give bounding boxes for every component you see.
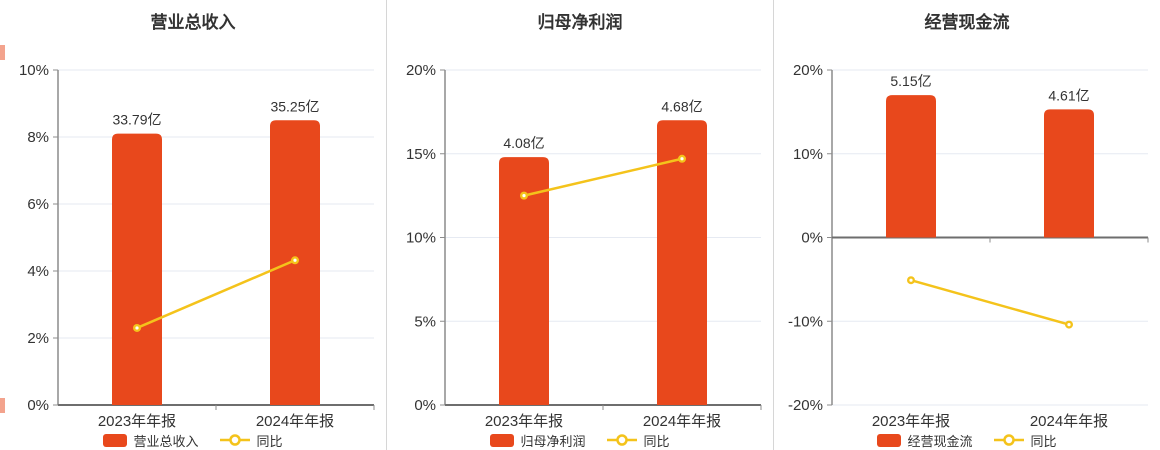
legend-item-line-series[interactable]: 同比	[219, 431, 283, 450]
chart-legend-net-profit: 归母净利润 同比	[387, 430, 773, 450]
y-axis-tick-label: 5%	[414, 313, 436, 330]
yoy-line-marker-core	[909, 278, 913, 282]
yoy-line-icon	[219, 433, 251, 447]
x-axis-category-label: 2024年年报	[643, 413, 721, 430]
bar-value-label: 4.08亿	[503, 135, 544, 151]
yoy-line-icon	[606, 433, 638, 447]
chart-title-operating-revenue: 营业总收入	[150, 13, 236, 32]
chart-legend-operating-cashflow: 经营现金流 同比	[774, 430, 1160, 450]
bar-2024年年报[interactable]	[657, 120, 707, 405]
y-axis-tick-label: 20%	[406, 62, 436, 79]
yoy-line[interactable]	[523, 157, 683, 197]
y-axis-tick-label: 0%	[414, 397, 436, 414]
bar-series-swatch	[103, 433, 128, 447]
x-axis-category-label: 2023年年报	[98, 413, 176, 430]
legend-bar-series-label: 营业总收入	[133, 433, 199, 449]
y-axis-tick-label: 2%	[27, 330, 49, 347]
yoy-line-marker-core	[680, 157, 684, 161]
y-axis-tick-label: 4%	[27, 263, 49, 280]
y-axis-tick-label: 10%	[793, 146, 823, 163]
bar-series-swatch	[490, 433, 515, 447]
bar-value-label: 35.25亿	[270, 98, 319, 114]
net-profit-chart-canvas: 0% 5% 10% 15% 20% 4.08亿 4.68亿 2023年年报 2024年年报	[406, 62, 762, 430]
bar-value-label: 4.61亿	[1048, 87, 1089, 103]
legend-item-bar-series[interactable]: 归母净利润	[490, 431, 586, 450]
chart-legend-operating-revenue: 营业总收入 同比	[0, 430, 386, 450]
legend-line-series-label: 同比	[256, 433, 283, 449]
yoy-line-marker-core	[522, 194, 526, 198]
x-axis-category-label: 2024年年报	[256, 413, 334, 430]
bar-value-label: 5.15亿	[890, 73, 931, 89]
yoy-line-marker-core	[293, 258, 297, 262]
chart-panel-operating-revenue: 营业总收入 0% 2% 4% 6% 8% 10% 33.79亿 35.25亿 2023年年报 20…	[0, 0, 386, 450]
bar-value-label: 33.79亿	[112, 112, 161, 128]
operating-cashflow-chart-canvas: -20% -10% 0% 10% 20% 5.15亿 4.61亿 2023年年报 2024年年报	[788, 62, 1149, 430]
yoy-line-marker-core	[135, 326, 139, 330]
yoy-line[interactable]	[910, 279, 1070, 326]
bar-2023年年报[interactable]	[499, 157, 549, 405]
bar-series-swatch	[877, 433, 902, 447]
y-axis-tick-label: 20%	[793, 62, 823, 79]
yoy-line[interactable]	[136, 259, 296, 330]
chart-panel-operating-cashflow: 经营现金流 -20% -10% 0% 10% 20% 5.15亿 4.61亿 2023年年报 2…	[774, 0, 1160, 450]
y-axis-tick-label: -20%	[788, 397, 823, 414]
left-edge-red-mark	[0, 398, 5, 413]
y-axis-tick-label: 6%	[27, 196, 49, 213]
y-axis-tick-label: 0%	[801, 230, 823, 247]
x-axis-category-label: 2023年年报	[485, 413, 563, 430]
y-axis-tick-label: 0%	[27, 397, 49, 414]
y-axis-tick-label: -10%	[788, 313, 823, 330]
yoy-line-marker-core	[1067, 323, 1071, 327]
bar-2023年年报[interactable]	[112, 133, 162, 405]
y-axis-tick-label: 8%	[27, 129, 49, 146]
operating-revenue-chart-canvas: 0% 2% 4% 6% 8% 10% 33.79亿 35.25亿 2023年年报 2024年年报	[19, 62, 375, 430]
bar-2023年年报[interactable]	[886, 95, 936, 238]
y-axis-tick-label: 15%	[406, 146, 436, 163]
chart-title-operating-cashflow: 经营现金流	[924, 13, 1010, 32]
bar-value-label: 4.68亿	[661, 98, 702, 114]
y-axis-tick-label: 10%	[406, 230, 436, 247]
legend-bar-series-label: 归母净利润	[520, 433, 586, 449]
x-axis-category-label: 2023年年报	[872, 413, 950, 430]
left-edge-red-mark	[0, 45, 5, 60]
legend-item-line-series[interactable]: 同比	[993, 431, 1057, 450]
bar-2024年年报[interactable]	[1044, 109, 1094, 238]
y-axis-tick-label: 10%	[19, 62, 49, 79]
chart-title-net-profit: 归母净利润	[537, 13, 623, 32]
yoy-line-icon	[993, 433, 1025, 447]
legend-line-series-label: 同比	[643, 433, 670, 449]
x-axis-category-label: 2024年年报	[1030, 413, 1108, 430]
legend-bar-series-label: 经营现金流	[907, 433, 973, 449]
chart-panel-net-profit: 归母净利润 0% 5% 10% 15% 20% 4.08亿 4.68亿 2023年年报 2024…	[386, 0, 774, 450]
legend-item-line-series[interactable]: 同比	[606, 431, 670, 450]
legend-item-bar-series[interactable]: 经营现金流	[877, 431, 973, 450]
legend-line-series-label: 同比	[1030, 433, 1057, 449]
legend-item-bar-series[interactable]: 营业总收入	[103, 431, 199, 450]
